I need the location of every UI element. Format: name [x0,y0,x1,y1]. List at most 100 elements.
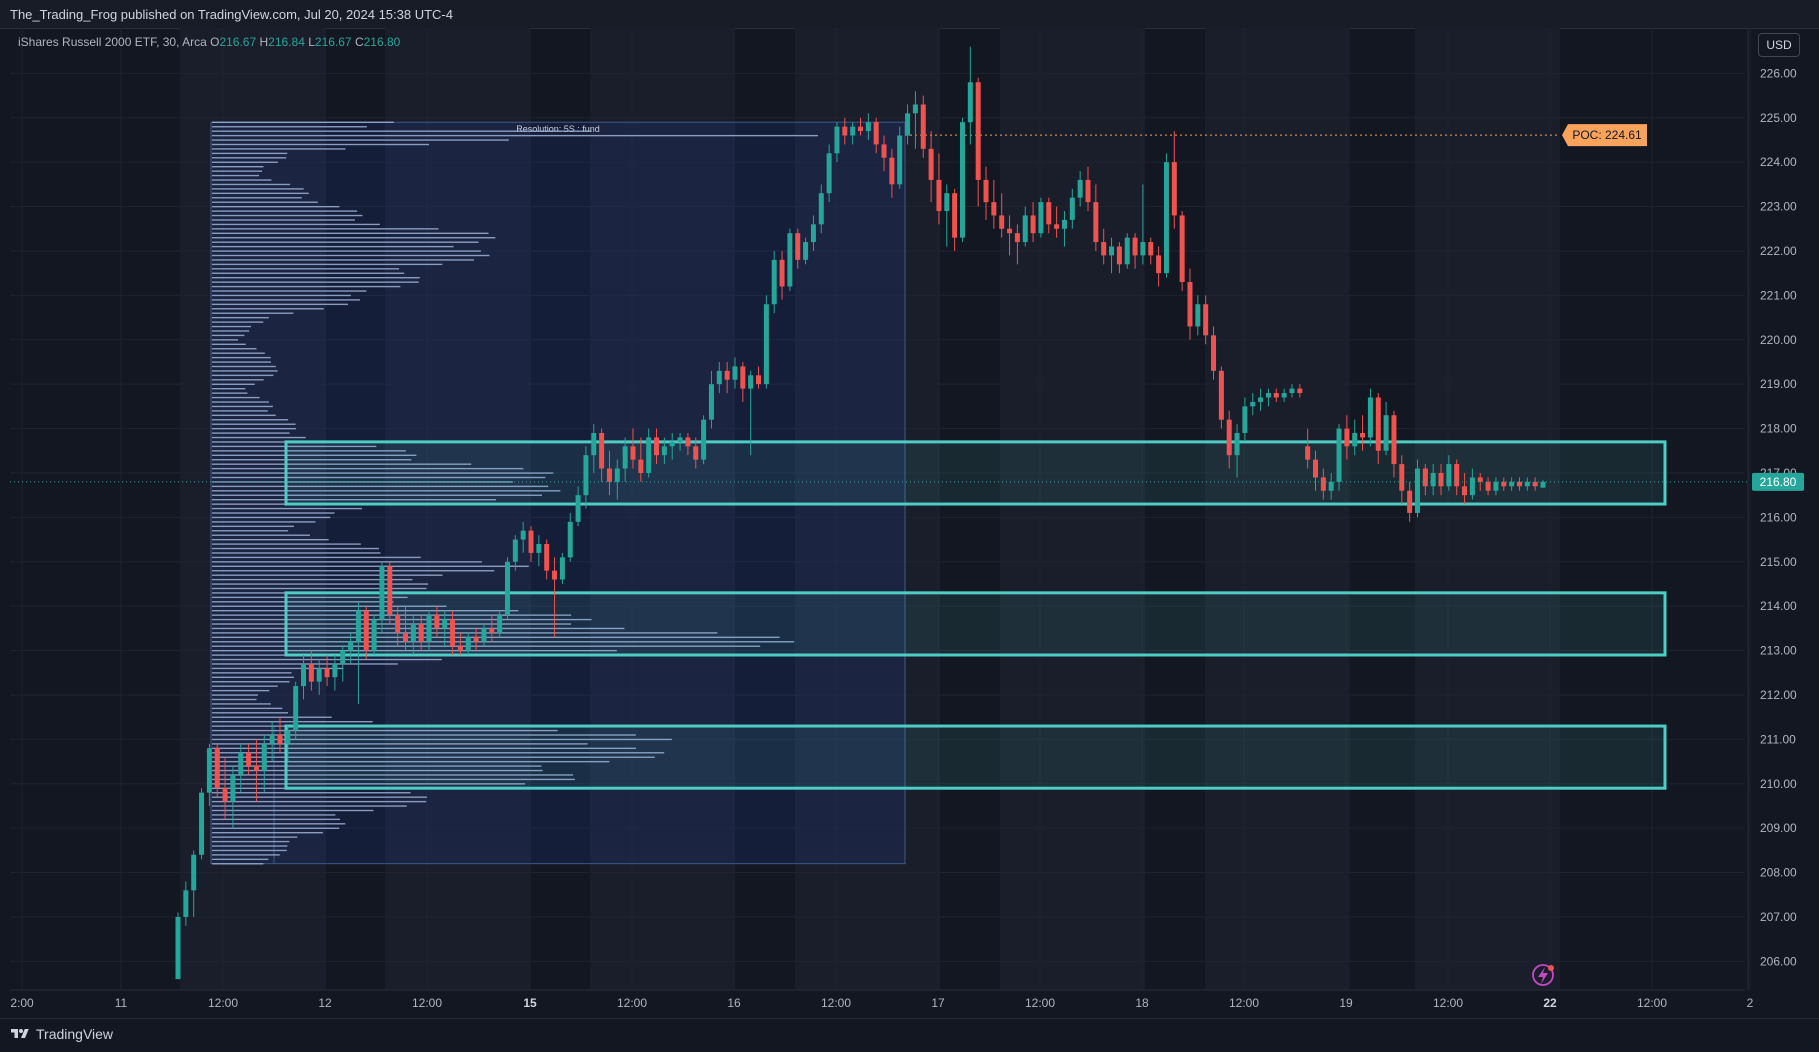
candle-body [465,637,471,651]
profile-row [212,166,264,168]
time-tick-label: 2:00 [10,996,34,1010]
profile-row [212,134,819,137]
candle-body [646,437,652,473]
profile-row [212,245,454,248]
candle-body [1195,304,1201,327]
profile-row [212,325,251,328]
candle-body [1179,215,1185,283]
candle-body [418,623,424,642]
profile-row [212,334,245,337]
open-label: O [210,35,220,49]
profile-row [212,308,324,310]
profile-row [212,583,429,585]
currency-button[interactable]: USD [1758,33,1800,57]
time-tick-label: 19 [1339,996,1353,1010]
profile-row [212,259,475,261]
profile-row [212,192,309,195]
profile-row [212,454,417,456]
poc-label: POC: 224.61 [1572,128,1642,142]
profile-row [212,827,340,829]
candle-body [1375,397,1381,451]
profile-row [212,414,276,417]
time-tick-label: 15 [523,996,537,1010]
candle-body [1462,486,1468,496]
profile-row [212,223,380,226]
candle-body [1336,428,1342,482]
candle-body [1156,255,1162,274]
candle-body [716,370,722,385]
profile-row [212,543,361,545]
price-tick-label: 208.00 [1760,866,1797,880]
current-price-label: 216.80 [1760,475,1797,489]
price-tick-label: 219.00 [1760,377,1797,391]
price-axis[interactable]: 206.00 207.00 208.00 209.00 210.00 211.00 212.… [1747,28,1804,990]
candle-body [324,668,330,678]
profile-row [212,525,294,528]
support-zone [284,724,1667,790]
candle-body [1289,388,1295,394]
profile-row [212,228,439,230]
profile-row [212,356,271,359]
candle-body [944,193,950,211]
candle-body [1438,472,1444,487]
candle-body [536,544,542,553]
time-tick-label: 12:00 [208,996,238,1010]
candle-body [332,663,338,678]
candle-body [873,122,879,145]
profile-row [212,263,443,266]
candle-body [214,748,220,789]
candle-body [991,202,997,216]
profile-row [212,516,331,519]
profile-row [212,374,274,377]
tradingview-brand[interactable]: TradingView [10,1026,113,1042]
profile-row [212,157,287,159]
profile-row [212,685,278,687]
profile-row [212,312,294,314]
profile-row [212,201,318,203]
time-tick-label: 18 [1135,996,1149,1010]
price-tick-label: 221.00 [1760,288,1797,302]
current-price-tag [1752,472,1804,491]
candle-body [1014,233,1020,243]
time-axis[interactable]: 2:00 11 12:00 12 12:00 15 12:00 16 12:00 17 12:00 1… [10,989,1754,1010]
profile-row [212,303,348,306]
close-value: 216.80 [363,35,401,49]
profile-row [212,565,529,567]
profile-row [212,179,272,181]
candle-body [1046,202,1052,225]
profile-row [212,152,288,155]
profile-row [212,676,294,678]
profile-row [212,419,289,421]
candle-body [740,366,746,389]
candle-body [905,113,911,136]
profile-row [212,507,362,510]
price-tick-label: 213.00 [1760,644,1797,658]
profile-row [212,183,291,186]
candle-body [1242,406,1248,433]
profile-row [212,472,554,474]
profile-row [212,467,524,470]
profile-row [212,756,655,758]
profile-row [212,241,479,243]
price-tick-label: 224.00 [1760,155,1797,169]
candle-body [567,521,573,558]
lightning-icon[interactable] [1532,964,1554,986]
profile-row [212,476,546,479]
candle-body [826,153,832,194]
candle-body [497,615,503,633]
candle-body [842,126,848,136]
candle-body [1532,481,1538,487]
candle-body [1218,370,1224,420]
profile-row [212,205,340,208]
candle-body [183,890,189,917]
profile-row [212,854,280,856]
profile-row [212,849,287,852]
candle-body [1320,477,1326,491]
price-tick-label: 220.00 [1760,333,1797,347]
profile-row [212,432,290,434]
profile-row [212,485,549,488]
candle-body [818,193,824,225]
candle-body [277,734,283,744]
session-band [795,28,940,990]
